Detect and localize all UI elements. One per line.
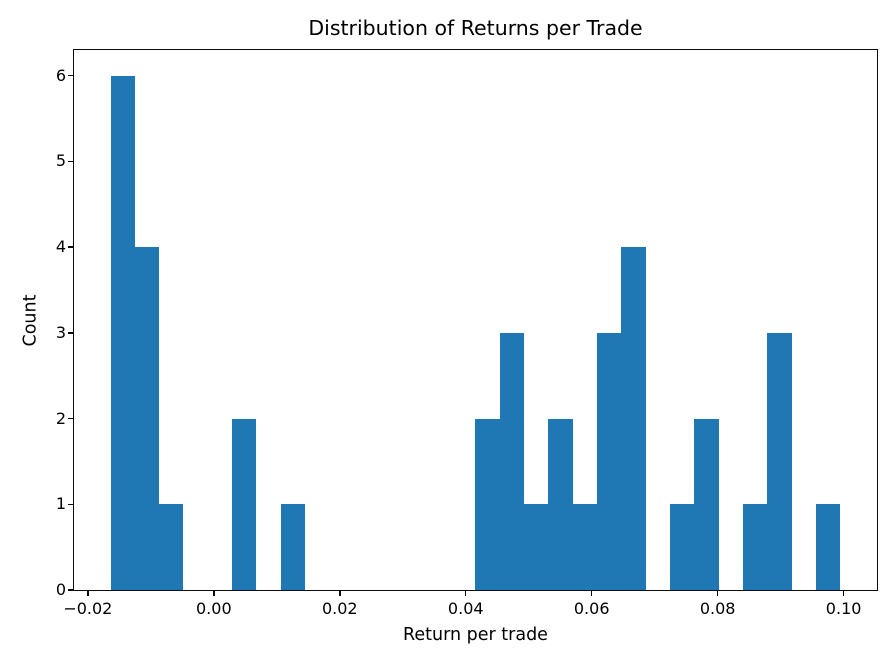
y-tick-mark xyxy=(68,160,74,163)
x-tick-label: 0.06 xyxy=(573,599,610,618)
y-tick-mark xyxy=(68,246,74,248)
histogram-bar xyxy=(110,75,135,590)
histogram-bar xyxy=(694,418,719,590)
x-tick-label: 0.04 xyxy=(447,599,484,618)
histogram-bar xyxy=(134,247,160,590)
x-tick-mark xyxy=(716,590,719,596)
histogram-bar xyxy=(621,247,646,590)
bars-layer xyxy=(74,50,877,590)
y-tick-label: 2 xyxy=(55,408,66,428)
histogram-bar xyxy=(232,418,257,590)
x-tick-mark xyxy=(339,590,341,596)
x-tick-label: 0.00 xyxy=(196,599,232,618)
x-tick-label: −0.02 xyxy=(63,599,113,618)
histogram-bar xyxy=(669,504,695,590)
histogram-bar xyxy=(767,332,792,590)
x-tick-mark xyxy=(464,590,467,596)
y-tick-mark xyxy=(68,417,74,420)
histogram-bar xyxy=(159,504,184,590)
histogram-bar xyxy=(572,504,597,590)
histogram-bar xyxy=(475,418,500,590)
histogram-bar xyxy=(548,418,573,590)
histogram-bar xyxy=(815,504,841,590)
x-tick-label: 0.10 xyxy=(825,599,862,618)
x-tick-label: 0.08 xyxy=(699,599,736,618)
histogram-bar xyxy=(596,332,622,590)
y-tick-label: 5 xyxy=(55,151,66,171)
x-tick-mark xyxy=(213,590,215,596)
y-tick-label: 0 xyxy=(55,580,66,599)
histogram-bar xyxy=(524,504,549,590)
x-axis-label: Return per trade xyxy=(403,625,548,645)
y-tick-label: 1 xyxy=(55,494,66,514)
x-tick-label: 0.02 xyxy=(321,599,358,618)
x-tick-mark xyxy=(842,590,845,596)
histogram-bar xyxy=(499,332,524,590)
plot-area xyxy=(72,48,878,591)
y-tick-label: 6 xyxy=(55,65,66,85)
x-tick-mark xyxy=(590,590,593,596)
x-tick-mark xyxy=(87,590,89,596)
y-tick-label: 4 xyxy=(55,237,66,257)
y-tick-mark xyxy=(68,332,74,334)
y-tick-mark xyxy=(68,589,74,591)
y-axis-label: Count xyxy=(20,294,41,347)
y-tick-mark xyxy=(68,503,74,506)
y-tick-mark xyxy=(68,74,74,77)
y-tick-label: 3 xyxy=(55,322,66,342)
chart-title: Distribution of Returns per Trade xyxy=(308,16,643,40)
histogram-bar xyxy=(280,504,306,590)
histogram-bar xyxy=(742,504,768,590)
